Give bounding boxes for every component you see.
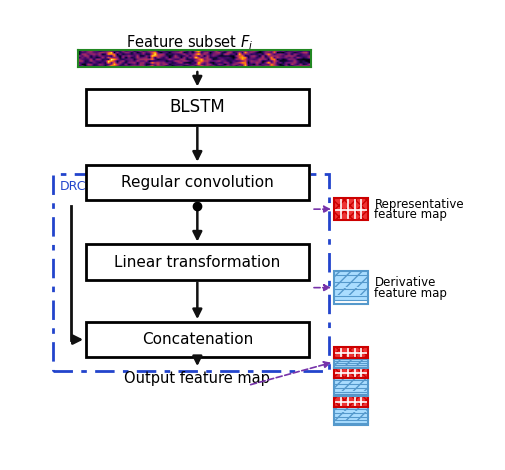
Bar: [333, 347, 368, 358]
Text: DRC: DRC: [60, 180, 86, 193]
Bar: [333, 416, 368, 420]
Bar: [333, 387, 368, 391]
Bar: [333, 368, 368, 378]
Bar: [333, 347, 368, 358]
FancyBboxPatch shape: [86, 244, 308, 280]
Bar: [333, 423, 368, 425]
Text: Derivative: Derivative: [374, 276, 435, 290]
Text: BLSTM: BLSTM: [169, 98, 225, 116]
FancyBboxPatch shape: [86, 89, 308, 125]
Bar: [333, 358, 368, 368]
Bar: [333, 273, 368, 280]
Bar: [333, 360, 368, 363]
Text: Feature subset $\mathbf{\it{F}}_i$: Feature subset $\mathbf{\it{F}}_i$: [126, 33, 253, 52]
Text: Regular convolution: Regular convolution: [121, 175, 273, 189]
Bar: [333, 300, 368, 304]
Bar: [333, 198, 368, 220]
Bar: [333, 271, 368, 304]
Text: Representative: Representative: [374, 198, 463, 211]
Text: Output feature map: Output feature map: [124, 371, 270, 386]
Bar: [333, 412, 368, 416]
Bar: [333, 288, 368, 295]
Bar: [333, 407, 368, 411]
Bar: [333, 363, 368, 365]
Bar: [333, 280, 368, 287]
Bar: [333, 396, 368, 407]
Bar: [333, 198, 368, 220]
Bar: [333, 347, 368, 358]
FancyBboxPatch shape: [86, 164, 308, 200]
Bar: [333, 368, 368, 378]
Bar: [333, 367, 368, 368]
Bar: [333, 358, 368, 368]
Bar: [333, 383, 368, 387]
Bar: [333, 271, 368, 304]
Text: feature map: feature map: [374, 208, 446, 221]
Bar: [333, 396, 368, 407]
FancyBboxPatch shape: [86, 322, 308, 357]
Bar: [333, 394, 368, 396]
Text: Concatenation: Concatenation: [141, 332, 252, 347]
Text: feature map: feature map: [374, 287, 446, 300]
Bar: [333, 378, 368, 396]
Bar: [333, 368, 368, 378]
Bar: [333, 407, 368, 425]
Bar: [333, 379, 368, 383]
Bar: [333, 358, 368, 360]
Bar: [333, 396, 368, 407]
Bar: [333, 378, 368, 396]
Bar: [333, 198, 368, 220]
Bar: [333, 407, 368, 425]
Text: Linear transformation: Linear transformation: [114, 255, 280, 269]
